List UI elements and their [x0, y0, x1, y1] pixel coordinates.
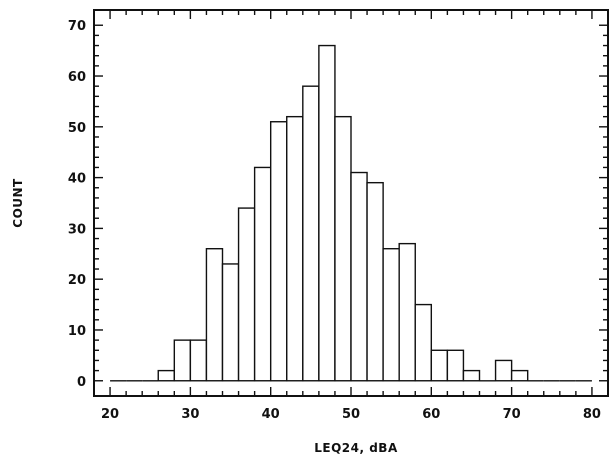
histogram-bar [302, 85, 320, 382]
x-tick-label: 50 [342, 407, 360, 422]
y-axis-title: COUNT [11, 178, 25, 228]
histogram-bar [269, 121, 288, 382]
y-tick-label: 40 [68, 172, 86, 187]
histogram-bar [221, 263, 240, 382]
histogram-bar [366, 181, 384, 382]
histogram-bar [414, 303, 433, 382]
histogram-bar [189, 339, 208, 382]
y-tick-labels: 0 10 20 30 40 50 60 70 [68, 19, 86, 390]
histogram-bar [430, 349, 449, 382]
plot-frame [93, 9, 609, 397]
histogram-bar [205, 248, 224, 382]
y-tick-label: 30 [68, 222, 86, 237]
y-tick-label: 10 [68, 324, 86, 339]
y-tick-label: 50 [68, 121, 86, 136]
histogram-bars [110, 44, 592, 382]
x-tick-label: 40 [262, 407, 280, 422]
histogram-bar [334, 115, 352, 382]
histogram-bar [462, 369, 481, 382]
x-tick-label: 30 [181, 407, 199, 422]
x-tick-label: 20 [101, 407, 119, 422]
histogram-bar [510, 369, 529, 382]
y-tick-label: 60 [68, 70, 86, 85]
histogram-bar [286, 115, 304, 382]
y-tick-label: 20 [68, 273, 86, 288]
y-tick-label: 70 [68, 19, 86, 34]
histogram-bar [318, 44, 336, 382]
histogram-bar [237, 207, 256, 382]
histogram-bar [253, 166, 272, 382]
histogram-bar [350, 171, 368, 382]
histogram-bar [157, 369, 176, 382]
histogram-bar [173, 339, 192, 382]
x-tick-labels: 20 30 40 50 60 70 80 [101, 407, 601, 422]
histogram-bar [398, 242, 416, 382]
x-axis-title: LEQ24, dBA [314, 441, 398, 455]
histogram-bar [494, 359, 513, 382]
x-tick-label: 60 [422, 407, 440, 422]
histogram-bar [382, 248, 400, 382]
y-tick-label: 0 [77, 375, 86, 390]
x-tick-label: 80 [583, 407, 601, 422]
histogram-bar [446, 349, 465, 382]
x-tick-label: 70 [503, 407, 521, 422]
